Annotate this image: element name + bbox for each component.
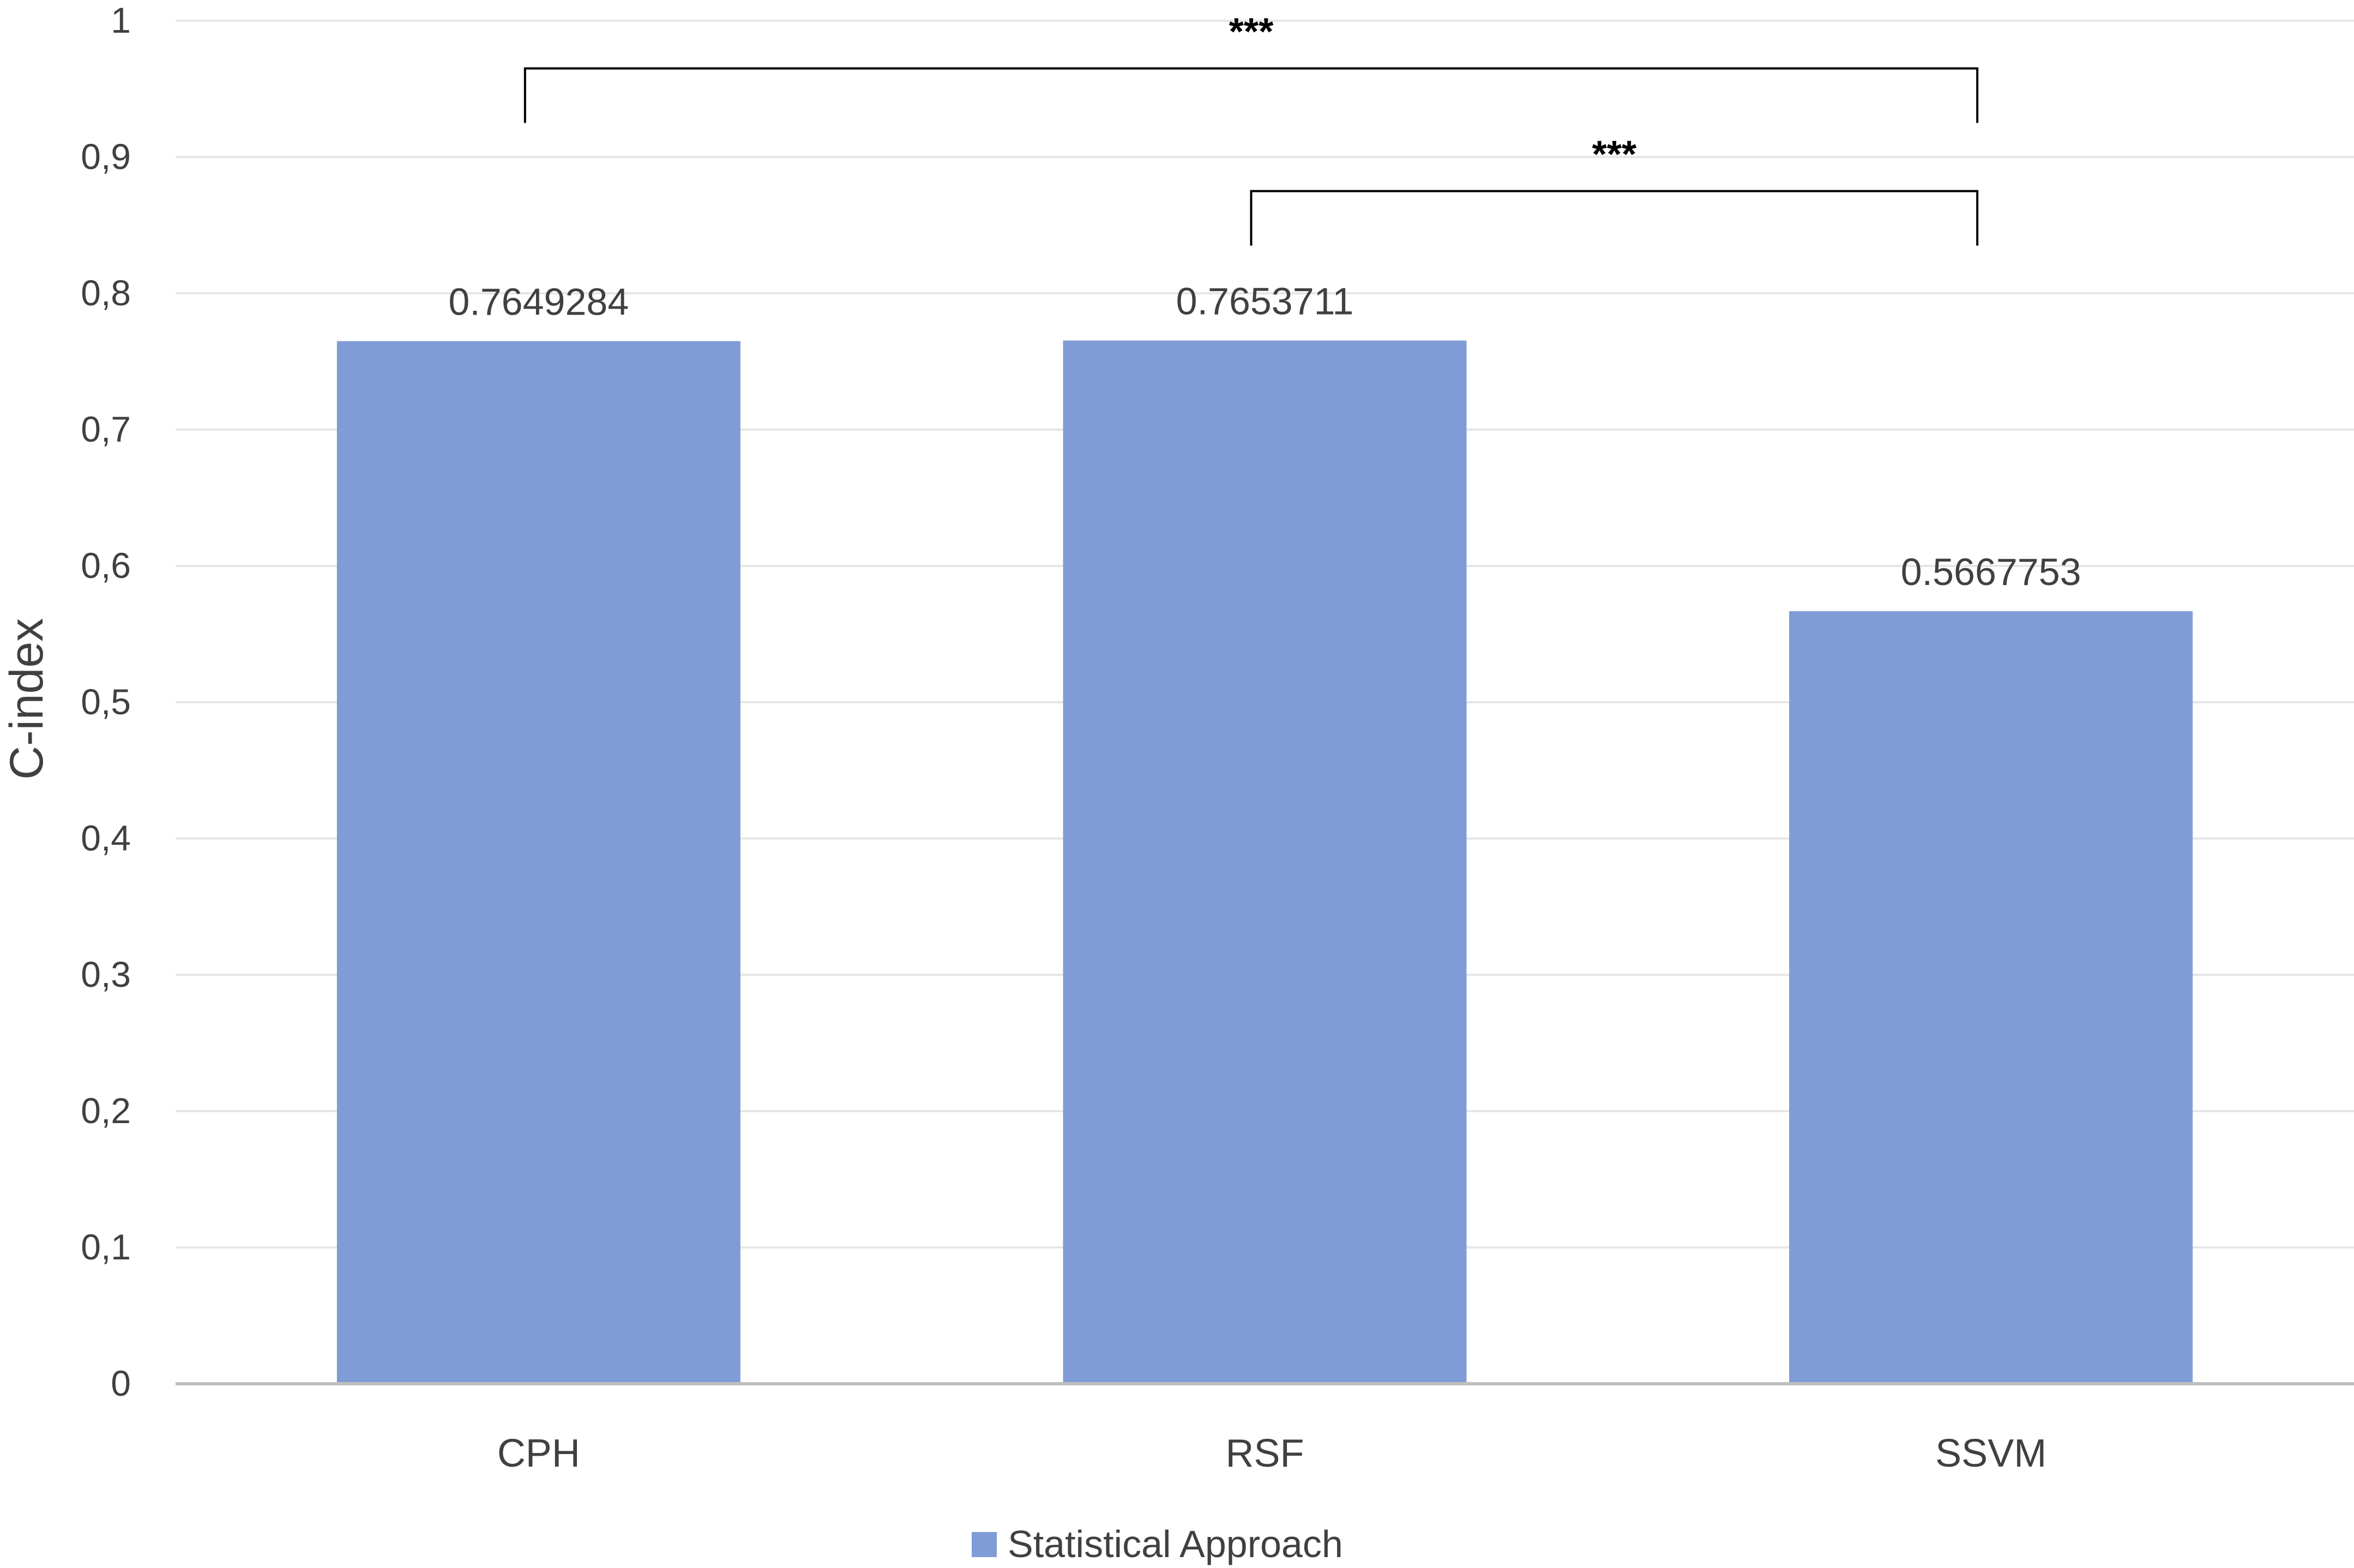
y-tick-label: 0,9 [81,136,131,177]
legend: Statistical Approach [972,1523,1343,1565]
y-tick-label: 0,7 [81,409,131,449]
y-tick-label: 0,3 [81,954,131,994]
y-tick-label: 0,2 [81,1090,131,1131]
data-labels: 0.7649284 0.7653711 0.5667753 [448,280,2081,593]
data-label-rsf: 0.7653711 [1176,280,1354,323]
y-tick-label: 0 [111,1363,131,1403]
x-axis-categories: CPH RSF SSVM [497,1432,2046,1475]
data-label-ssvm: 0.5667753 [1901,551,2081,593]
y-tick-label: 1 [111,0,131,40]
legend-label: Statistical Approach [1008,1523,1343,1565]
y-tick-label: 0,4 [81,818,131,858]
legend-swatch [972,1532,997,1557]
y-tick-label: 0,6 [81,545,131,586]
x-category-label: CPH [497,1432,580,1475]
y-tick-label: 0,5 [81,682,131,722]
bar-rsf [1063,340,1467,1384]
bars [336,340,2193,1384]
y-tick-label: 0,1 [81,1227,131,1267]
y-axis-title: C-index [1,618,53,780]
y-axis-ticks: 0 0,1 0,2 0,3 0,4 0,5 0,6 0,7 0,8 0,9 1 [81,0,131,1403]
significance-label: *** [1592,133,1636,176]
significance-bracket [1250,190,1979,246]
significance-bracket [523,67,1979,123]
significance-brackets: *** *** [523,10,1979,246]
x-category-label: SSVM [1935,1432,2046,1475]
x-category-label: RSF [1226,1432,1304,1475]
significance-label: *** [1229,10,1274,53]
bar-ssvm [1789,611,2193,1384]
data-label-cph: 0.7649284 [448,281,629,323]
y-tick-label: 0,8 [81,273,131,313]
bar-cph [336,341,740,1384]
